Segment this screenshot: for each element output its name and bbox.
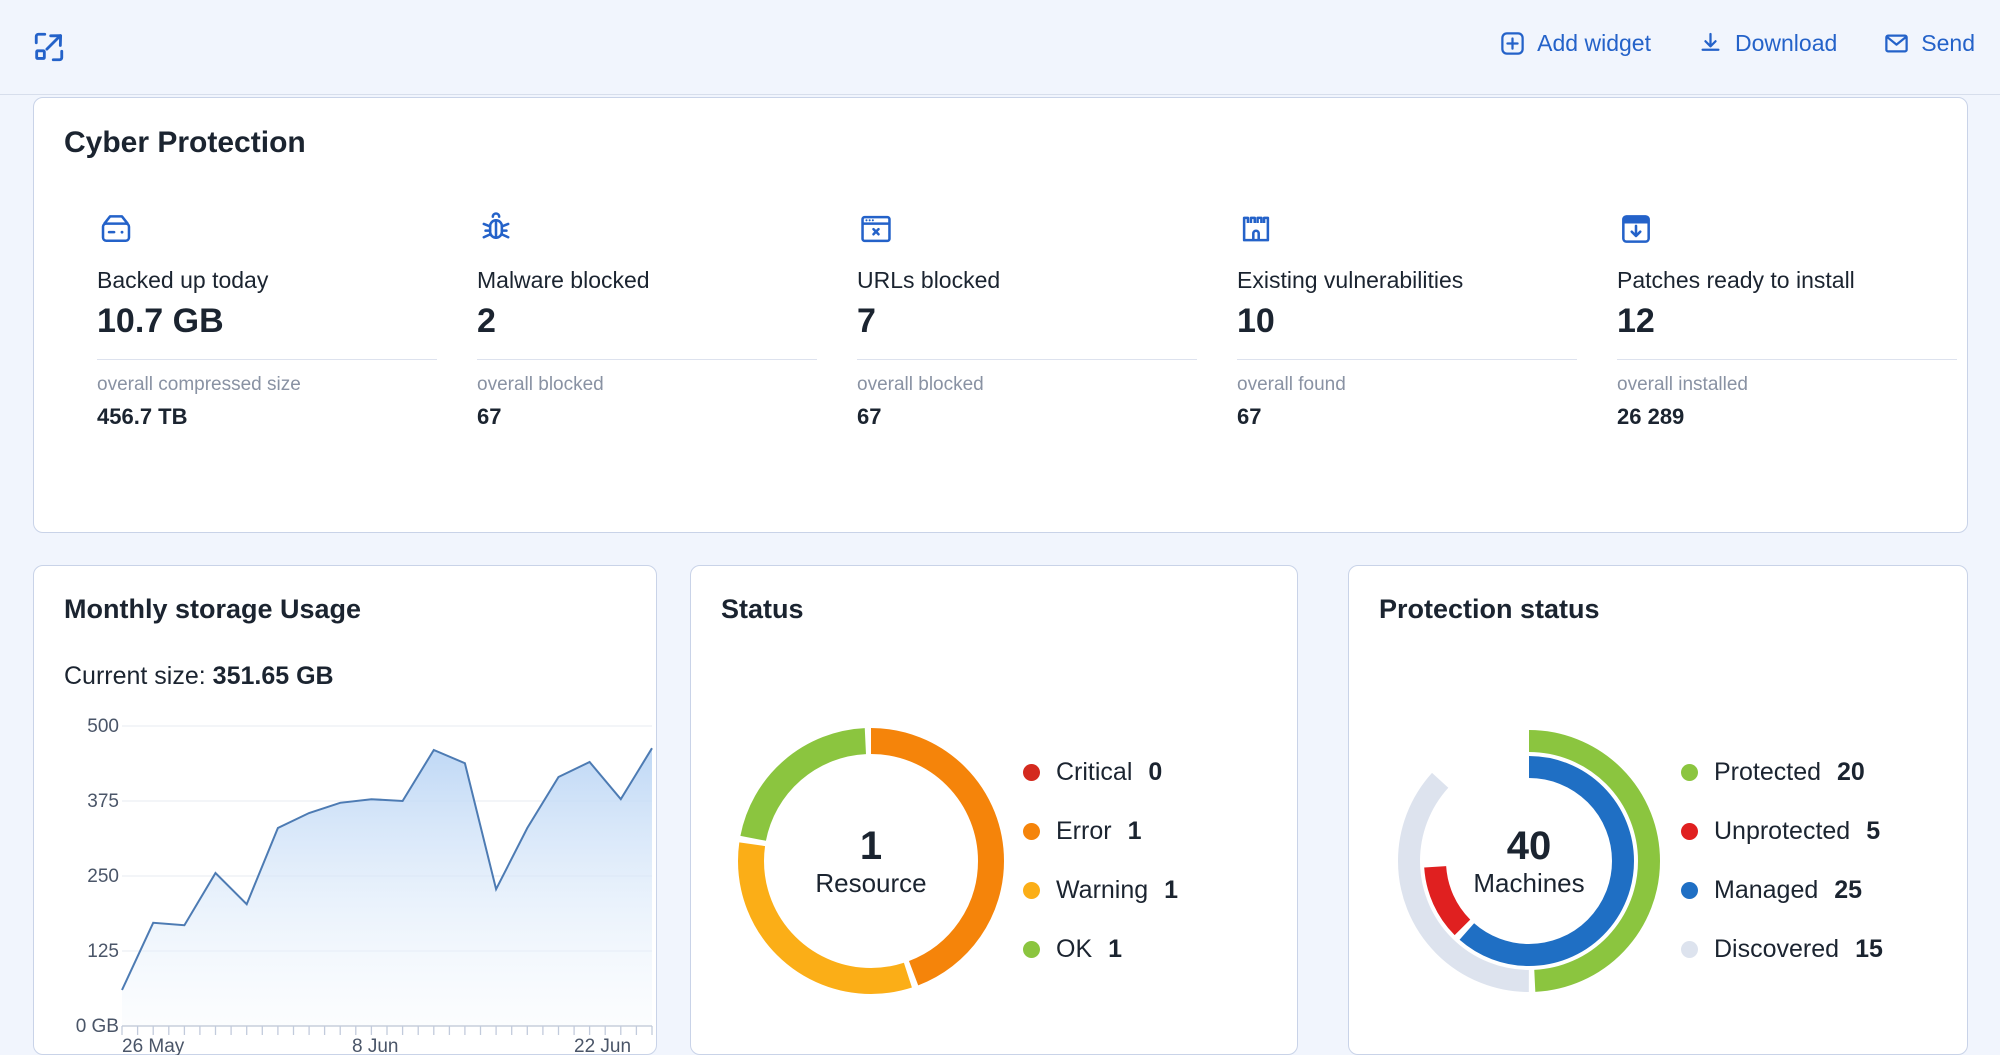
svg-text:250: 250 <box>87 866 119 887</box>
svg-text:26 May: 26 May <box>122 1036 185 1055</box>
svg-text:8 Jun: 8 Jun <box>352 1036 398 1055</box>
svg-text:375: 375 <box>87 791 119 812</box>
svg-text:125: 125 <box>87 941 119 962</box>
svg-text:22 Jun: 22 Jun <box>574 1036 631 1055</box>
svg-text:500: 500 <box>87 716 119 737</box>
svg-text:0 GB: 0 GB <box>76 1016 119 1037</box>
